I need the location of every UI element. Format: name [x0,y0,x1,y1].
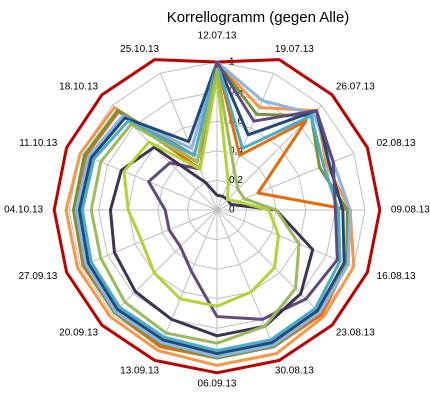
spoke [216,209,354,268]
chart-title: Korrellogramm (gegen Alle) [167,9,350,26]
r-tick-label: 0 [229,205,235,216]
category-label: 12.07.13 [198,31,237,42]
category-label: 30.08.13 [275,365,314,376]
category-label: 20.09.13 [59,328,98,339]
category-label: 04.10.13 [4,205,43,216]
series-line [147,60,339,321]
r-tick-label: 0,6 [229,116,243,127]
spoke [216,209,323,316]
spoke [111,209,218,316]
category-label: 18.10.13 [59,82,98,93]
category-label: 02.08.13 [377,138,416,149]
category-label: 27.09.13 [18,271,57,282]
series-line [122,75,281,308]
series-line [52,58,382,375]
category-label: 06.09.13 [198,379,237,390]
category-label: 13.09.13 [120,365,159,376]
category-label: 16.08.13 [377,271,416,282]
r-tick-label: 0,4 [229,145,243,156]
spoke [216,73,275,211]
category-label: 11.10.13 [19,138,58,149]
series-line [64,60,356,367]
category-label: 25.10.13 [120,44,159,55]
series-line [89,67,301,345]
spoke [80,209,218,268]
category-label: 26.07.13 [336,82,375,93]
category-label: 23.08.13 [336,328,375,339]
spoke [216,209,275,347]
spoke [216,152,354,211]
series-line [77,60,346,356]
category-label: 19.07.13 [275,44,314,55]
spoke [159,209,218,347]
category-label: 09.08.13 [391,205,430,216]
series-line [80,60,342,353]
